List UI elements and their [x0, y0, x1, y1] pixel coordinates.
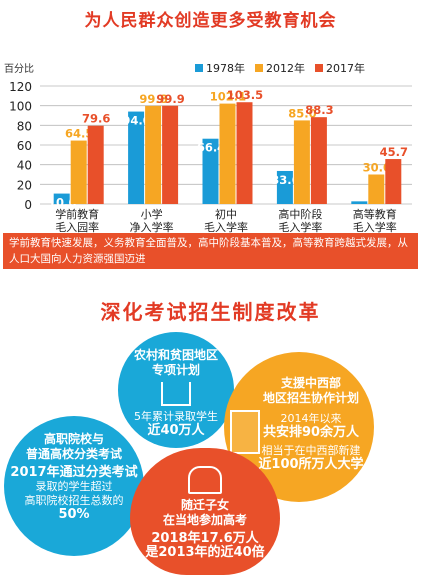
bar-2-1: [162, 105, 179, 204]
bar-0-2: [202, 138, 219, 204]
data-label: 99.8: [139, 92, 167, 106]
x-tick-label: 高等教育: [353, 207, 397, 221]
legend: 1978年 2012年 2017年: [195, 60, 365, 76]
circle-text: 近100所万人大学: [258, 457, 364, 472]
x-tick-label: 净入学率: [130, 220, 174, 234]
circle-text: 2018年17.6万人: [151, 531, 259, 546]
data-label: 30.0: [363, 161, 391, 175]
x-tick-label: 毛入学率: [353, 220, 397, 234]
data-label: 33.6: [271, 173, 299, 187]
circle-text: 2014年以来: [280, 412, 342, 425]
bar-2-3: [310, 117, 327, 204]
circle-text: 50%: [58, 507, 90, 522]
circle-text: 录取的学生超过: [35, 480, 113, 493]
bar-1-3: [293, 120, 310, 204]
family-icon: [188, 466, 222, 494]
circle-title: 高职院校与 普通高校分类考试: [25, 432, 122, 461]
house-icon: [161, 382, 191, 406]
legend-label: 2012年: [266, 62, 305, 75]
circle-rural-plan: 农村和贫困地区 专项计划 5年累计录取学生 近40万人: [118, 332, 234, 448]
y-tick-label: 0: [24, 198, 32, 212]
data-label: 45.7: [380, 145, 408, 159]
legend-item-2012: 2012年: [255, 60, 305, 76]
data-label: 103.5: [227, 88, 263, 102]
legend-swatch: [315, 64, 323, 72]
bar-2-0: [87, 125, 104, 204]
circle-title: 支援中西部 地区招生协作计划: [262, 376, 359, 405]
data-label: 88.3: [305, 103, 333, 117]
circle-text: 共安排90余万人: [262, 425, 360, 440]
legend-swatch: [195, 64, 203, 72]
legend-label: 2017年: [326, 62, 365, 75]
y-tick-label: 100: [9, 100, 32, 114]
data-label: 64.5: [65, 127, 93, 141]
bar-1-1: [145, 105, 162, 204]
legend-label: 1978年: [206, 62, 245, 75]
data-label: 102.1: [210, 90, 246, 104]
bar-0-4: [351, 201, 368, 204]
circle-title: 农村和贫困地区 专项计划: [133, 348, 218, 377]
x-tick-label: 毛入园率: [55, 220, 99, 234]
y-tick-label: 40: [17, 159, 32, 173]
data-label: 85.0: [288, 106, 316, 120]
circle-text: 近40万人: [147, 423, 205, 438]
x-tick-label: 小学: [141, 207, 163, 221]
bar-2-4: [385, 159, 402, 204]
circle-migrant-children: 随迁子女 在当地参加高考 2018年17.6万人 是2013年的近40倍: [130, 448, 280, 575]
summary-banner: 学前教育快速发展，义务教育全面普及，高中阶段基本普及，高等教育跨越式发展，从人口…: [3, 233, 418, 269]
y-tick-label: 80: [17, 119, 32, 133]
x-tick-label: 高中阶段: [278, 207, 322, 221]
y-tick-label: 120: [9, 80, 32, 94]
bar-2-2: [236, 102, 253, 204]
data-label: 94.0: [122, 114, 150, 128]
legend-item-1978: 1978年: [195, 60, 245, 76]
bar-1-2: [219, 103, 236, 204]
legend-swatch: [255, 64, 263, 72]
y-axis-unit: 百分比: [4, 64, 34, 75]
bar-0-0: [53, 193, 70, 204]
x-tick-label: 毛入学率: [278, 220, 322, 234]
data-label: 66.4: [197, 141, 225, 155]
circle-text: 相当于在中西部新建: [261, 444, 361, 457]
bar-0-1: [128, 111, 145, 204]
data-label: 2.7: [350, 203, 370, 217]
x-tick-label: 毛入学率: [204, 220, 248, 234]
x-tick-label: 学前教育: [55, 207, 99, 221]
bar-0-3: [276, 170, 293, 204]
circle-text: 5年累计录取学生: [134, 410, 218, 423]
y-tick-label: 20: [17, 178, 32, 192]
data-label: 10.6: [48, 196, 76, 210]
circle-vocational: 高职院校与 普通高校分类考试 2017年通过分类考试 录取的学生超过 高职院校招…: [4, 416, 144, 556]
building-icon: [230, 410, 260, 454]
legend-item-2017: 2017年: [315, 60, 365, 76]
circle-title: 随迁子女 在当地参加高考: [162, 498, 247, 527]
x-tick-label: 初中: [215, 207, 237, 221]
section-title: 深化考试招生制度改革: [100, 300, 321, 324]
bar-1-4: [368, 174, 385, 204]
y-tick-label: 60: [17, 139, 32, 153]
circle-text: 是2013年的近40倍: [145, 545, 265, 560]
chart-title: 为人民群众创造更多受教育机会: [84, 11, 337, 31]
circle-text: 高职院校招生总数的: [24, 494, 124, 507]
data-label: 79.6: [82, 112, 110, 126]
data-label: 99.9: [156, 92, 184, 106]
circle-text: 2017年通过分类考试: [10, 465, 138, 480]
bar-1-0: [70, 140, 87, 204]
